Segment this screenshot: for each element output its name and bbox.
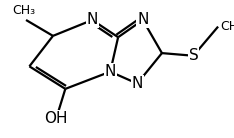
Text: N: N [105,64,116,79]
Text: N: N [137,12,149,27]
Text: N: N [132,76,143,91]
Text: CH₃: CH₃ [12,4,35,17]
Text: OH: OH [45,111,68,126]
Text: CH₃: CH₃ [220,20,234,33]
Text: N: N [87,12,98,27]
Text: S: S [189,48,198,63]
